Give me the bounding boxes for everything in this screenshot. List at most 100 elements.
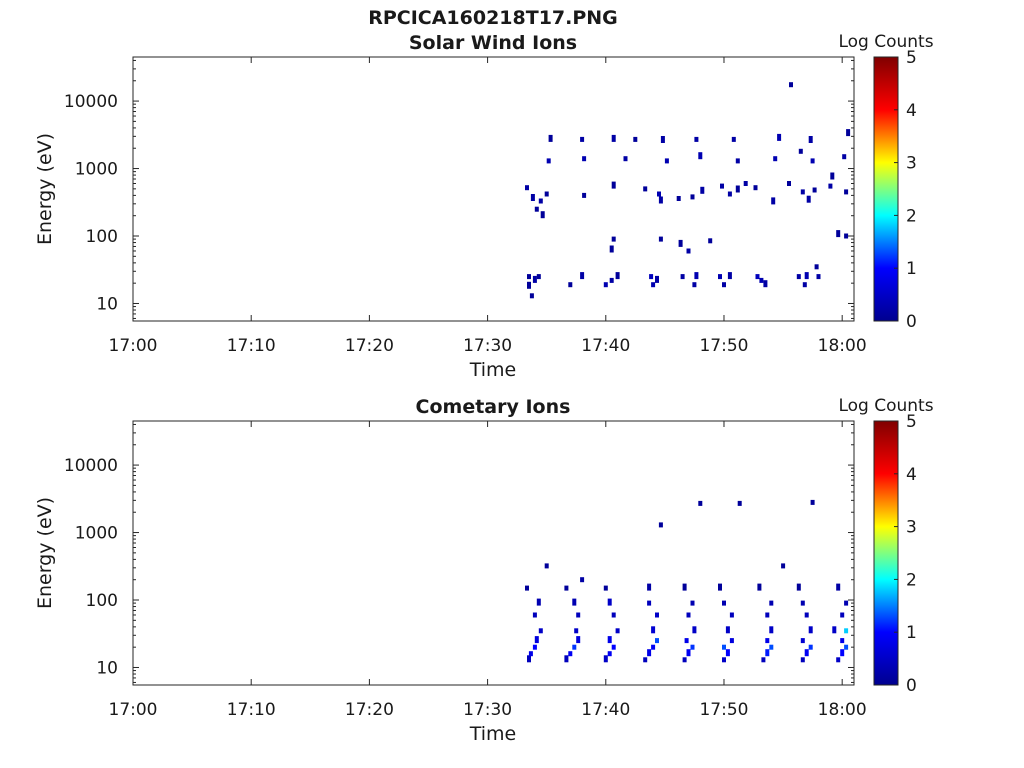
heatmap-cell <box>735 185 740 193</box>
heatmap-cell <box>771 197 776 205</box>
y-tick-label: 10000 <box>64 456 118 476</box>
heatmap-cell <box>789 82 793 88</box>
heatmap-cell <box>729 612 734 618</box>
heatmap-cells <box>525 499 849 663</box>
heatmap-cell <box>694 136 699 142</box>
heatmap-cell <box>804 272 809 280</box>
heatmap-cell <box>769 600 774 606</box>
heatmap-cell <box>564 655 569 663</box>
heatmap-cell <box>527 281 531 289</box>
heatmap-cell <box>684 638 689 644</box>
y-tick-label: 10 <box>96 658 118 678</box>
heatmap-cell <box>528 651 533 657</box>
heatmap-cell <box>609 245 614 253</box>
heatmap-cell <box>753 185 758 191</box>
heatmap-cell <box>649 274 654 280</box>
heatmap-cell <box>761 657 766 663</box>
heatmap-cell <box>603 585 608 591</box>
heatmap-cell <box>576 612 581 618</box>
heatmap-cell <box>808 644 813 650</box>
heatmap-cell <box>572 644 577 650</box>
heatmap-cell <box>607 651 612 657</box>
heatmap-cell <box>840 638 845 644</box>
heatmap-cell <box>568 282 573 288</box>
heatmap-cell <box>655 638 659 644</box>
heatmap-cell <box>530 194 535 201</box>
heatmap-cell <box>731 136 736 142</box>
heatmap-cell <box>698 500 703 506</box>
heatmap-cell <box>844 600 849 606</box>
heatmap-cell <box>603 282 608 288</box>
heatmap-cell <box>580 577 585 583</box>
heatmap-cell <box>808 626 813 634</box>
heatmap-cell <box>611 644 616 650</box>
heatmap-cell <box>800 657 805 663</box>
heatmap-cell <box>686 612 691 618</box>
panel-title: Cometary Ions <box>416 396 571 418</box>
x-tick-label: 17:40 <box>581 336 630 356</box>
heatmap-cell <box>568 651 573 657</box>
y-tick-label: 10000 <box>64 92 118 112</box>
heatmap-cell <box>694 272 699 280</box>
panel-title: Solar Wind Ions <box>409 32 577 54</box>
heatmap-cell <box>538 628 543 634</box>
colorbar-tick-label: 4 <box>906 465 917 485</box>
heatmap-cell <box>657 191 661 197</box>
heatmap-cell <box>611 612 616 618</box>
heatmap-cell <box>527 655 531 663</box>
heatmap-cell <box>534 206 539 212</box>
x-tick-label: 17:20 <box>345 700 394 720</box>
heatmap-cell <box>765 612 770 618</box>
colorbar-tick-label: 3 <box>906 154 917 174</box>
heatmap-cell <box>718 274 722 280</box>
x-tick-label: 18:00 <box>818 700 867 720</box>
heatmap-cell <box>651 626 656 634</box>
heatmap-cell <box>615 628 620 634</box>
heatmap-cell <box>548 134 553 142</box>
heatmap-cell <box>655 275 659 283</box>
colorbar-tick-label: 3 <box>906 518 917 538</box>
heatmap-cell <box>798 148 803 154</box>
colorbar-tick-label: 5 <box>906 412 917 432</box>
heatmap-cell <box>836 230 841 238</box>
heatmap-cell <box>722 644 726 650</box>
y-tick-label: 1000 <box>75 160 118 180</box>
heatmap-cell <box>812 187 817 193</box>
heatmap-cell <box>718 583 722 591</box>
heatmap-cell <box>574 628 579 634</box>
heatmap-cell <box>765 649 770 657</box>
heatmap-cell <box>690 600 695 606</box>
heatmap-cell <box>690 194 695 200</box>
y-tick-label: 10 <box>96 294 118 314</box>
heatmap-cell <box>633 136 638 142</box>
y-tick-label: 100 <box>86 227 118 247</box>
x-tick-label: 17:50 <box>699 336 748 356</box>
heatmap-cell <box>844 628 849 634</box>
heatmap-cell <box>643 186 648 192</box>
heatmap-cell <box>686 649 691 657</box>
heatmap-cell <box>564 585 569 591</box>
heatmap-cell <box>836 583 841 591</box>
heatmap-cell <box>759 277 764 283</box>
heatmap-cell <box>777 133 782 141</box>
axis-ticks: 17:00 17:10 17:20 17:30 17:40 17:50 18:00 10 100… <box>64 57 867 356</box>
heatmap-cell <box>836 657 841 663</box>
heatmap-cell <box>536 598 541 606</box>
heatmap-cell <box>808 136 813 143</box>
x-tick-label: 17:10 <box>227 336 276 356</box>
heatmap-cell <box>580 136 585 142</box>
heatmap-cell <box>729 638 734 644</box>
heatmap-cell <box>540 211 545 219</box>
heatmap-cell <box>611 181 616 189</box>
heatmap-cell <box>544 563 549 569</box>
heatmap-cell <box>525 585 529 591</box>
heatmap-cell <box>769 626 774 634</box>
heatmap-cell <box>755 274 760 280</box>
heatmap-cell <box>686 248 691 254</box>
heatmap-cell <box>529 293 534 299</box>
x-tick-label: 17:30 <box>463 700 512 720</box>
heatmap-cell <box>544 191 549 197</box>
heatmap-cell <box>611 236 616 242</box>
heatmap-cell <box>810 158 815 164</box>
